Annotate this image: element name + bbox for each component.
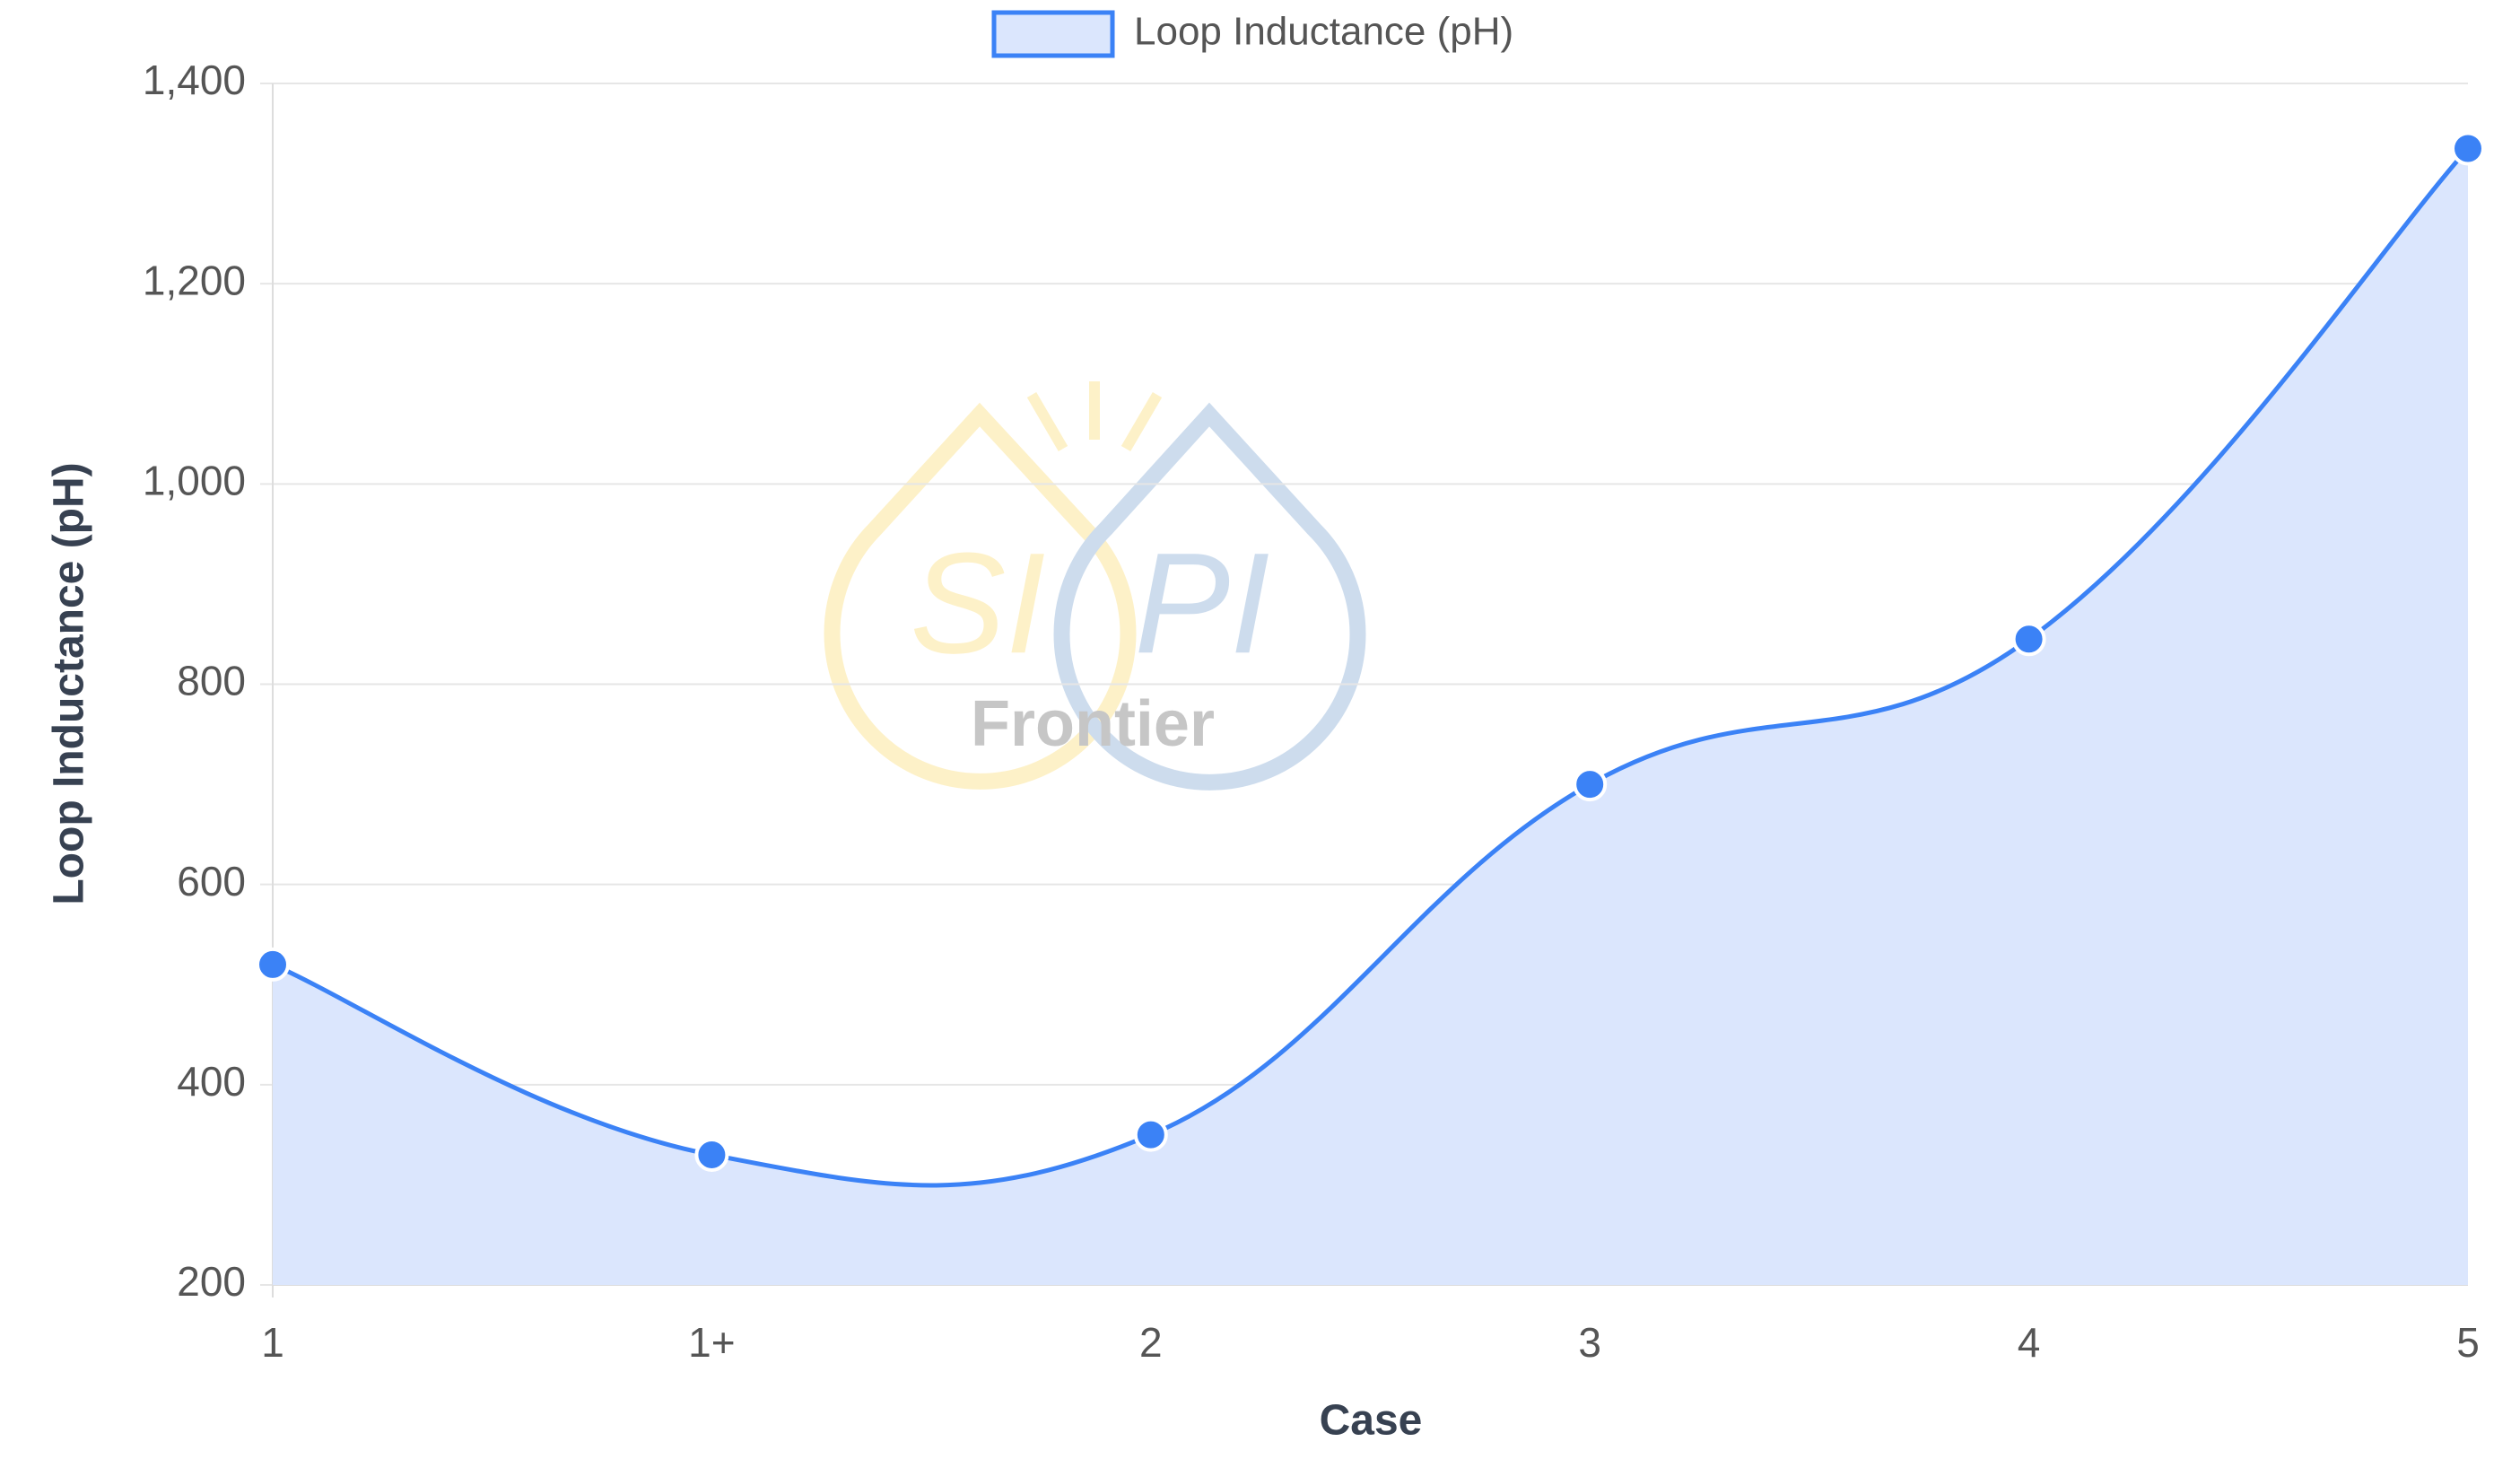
point [1573,767,1608,802]
watermark-ray [1120,391,1163,452]
x-tick-label: 3 [1578,1319,1601,1366]
x-axis-title: Case [1320,1397,1423,1445]
area [273,148,2468,1285]
y-tick-label: 600 [177,858,246,904]
x-tick-label: 1 [261,1319,284,1366]
point [256,947,290,982]
point [694,1137,729,1172]
watermark-text: Frontier [971,688,1215,760]
x-tick-label: 2 [1139,1319,1163,1366]
y-tick-label: 400 [177,1058,246,1105]
watermark-text: SI [910,522,1045,683]
x-tick-label: 1+ [688,1319,735,1366]
point [2011,622,2046,657]
y-tick-label: 1,200 [143,257,246,303]
legend-swatch [991,10,1115,58]
y-tick-label: 200 [177,1258,246,1305]
point [2451,131,2485,166]
watermark-text: PI [1134,522,1269,683]
y-tick-label: 1,000 [143,457,246,503]
x-tick-label: 5 [2456,1319,2480,1366]
y-axis-title: Loop Inductance (pH) [46,462,93,904]
legend-label: Loop Inductance (pH) [1134,10,1513,54]
watermark-ray [1026,391,1068,452]
x-tick-label: 4 [2018,1319,2041,1366]
y-tick-label: 800 [177,658,246,704]
watermark-shape [1053,402,1366,791]
y-tick-label: 1,400 [143,57,246,103]
point [1133,1117,1168,1152]
line [272,146,2470,1188]
watermark: SI PI Frontier [824,381,1366,791]
watermark-shape [824,402,1137,790]
